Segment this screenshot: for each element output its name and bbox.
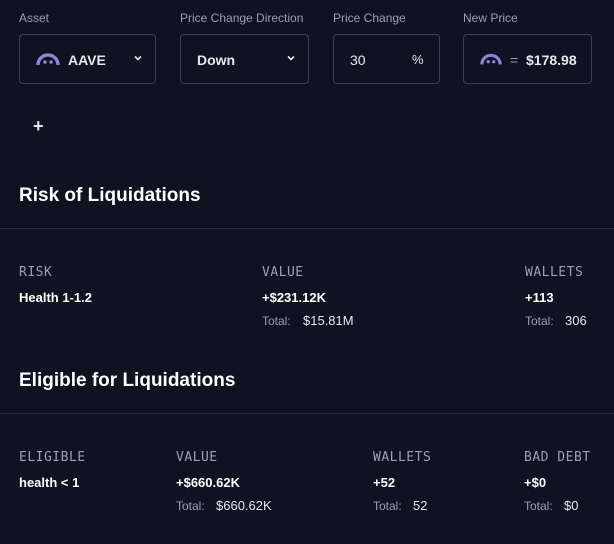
eligible-bad-debt: +$0: [524, 475, 547, 490]
bad-debt-header: BAD DEBT: [524, 450, 591, 465]
percent-unit: %: [412, 52, 424, 67]
asset-label: Asset: [19, 11, 50, 25]
value-header: VALUE: [176, 450, 218, 465]
new-price-value: $178.98: [526, 52, 577, 68]
asset-value: AAVE: [68, 52, 106, 68]
divider: [0, 413, 614, 414]
new-price-display: = $178.98: [463, 34, 592, 84]
direction-select[interactable]: Down: [180, 34, 309, 84]
direction-label: Price Change Direction: [180, 11, 304, 25]
wallets-total: 52: [413, 498, 428, 513]
value-total: $15.81M: [303, 313, 354, 328]
eligible-header: ELIGIBLE: [19, 450, 86, 465]
equals-sign: =: [510, 52, 519, 68]
eligible-range: health < 1: [19, 475, 80, 490]
price-change-input[interactable]: 30 %: [333, 34, 440, 84]
risk-range: Health 1-1.2: [19, 290, 92, 305]
bad-debt-total: $0: [564, 498, 579, 513]
eligible-value: +$660.62K: [176, 475, 240, 490]
aave-ghost-icon: [480, 52, 502, 69]
price-change-value: 30: [350, 52, 366, 68]
value-header: VALUE: [262, 265, 304, 280]
value-total: $660.62K: [216, 498, 272, 513]
direction-value: Down: [197, 52, 236, 68]
risk-wallets: +113: [525, 290, 554, 305]
price-change-label: Price Change: [333, 11, 406, 25]
aave-ghost-icon: [36, 52, 60, 69]
chevron-down-icon: [134, 55, 142, 61]
eligible-section-title: Eligible for Liquidations: [19, 370, 236, 391]
risk-value: +$231.12K: [262, 290, 326, 305]
risk-section-title: Risk of Liquidations: [19, 185, 201, 206]
chevron-down-icon: [287, 55, 295, 61]
bad-debt-total-label: Total:: [524, 499, 553, 513]
value-total-label: Total:: [176, 499, 205, 513]
value-total-label: Total:: [262, 314, 291, 328]
divider: [0, 228, 614, 229]
asset-select[interactable]: AAVE: [19, 34, 156, 84]
wallets-header: WALLETS: [373, 450, 432, 465]
wallets-total-label: Total:: [525, 314, 554, 328]
wallets-header: WALLETS: [525, 265, 584, 280]
new-price-label: New Price: [463, 11, 518, 25]
wallets-total-label: Total:: [373, 499, 402, 513]
eligible-wallets: +52: [373, 475, 396, 490]
wallets-total: 306: [565, 313, 587, 328]
add-button[interactable]: +: [33, 116, 44, 136]
risk-header: RISK: [19, 265, 53, 280]
